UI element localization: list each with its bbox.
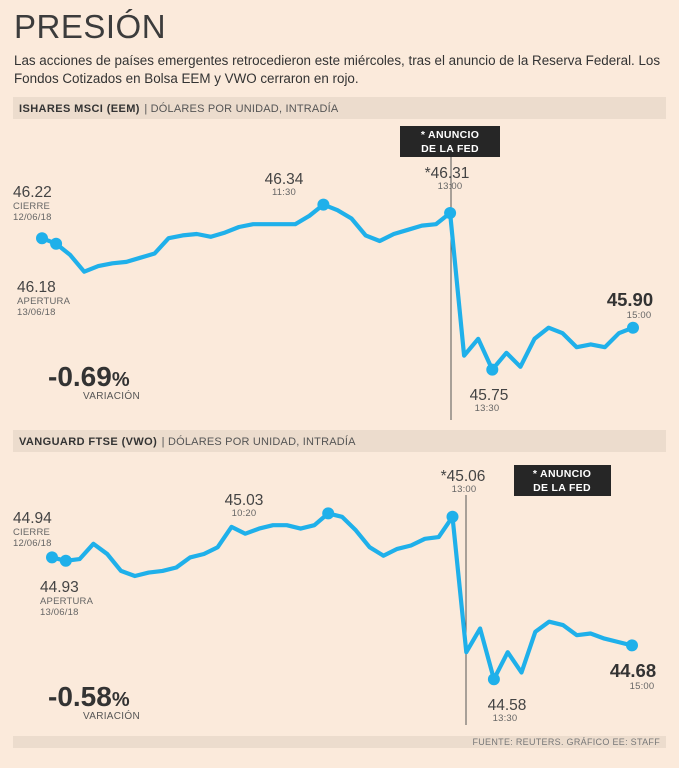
low-time: 13:30	[475, 403, 500, 414]
chart-panel-vwo: VANGUARD FTSE (VWO) | DÓLARES POR UNIDAD…	[13, 430, 666, 725]
data-point-open	[50, 237, 63, 250]
close-prev-label: CIERRE	[13, 527, 50, 538]
data-point-last	[627, 321, 639, 334]
close-prev-value: 44.94	[13, 510, 52, 527]
high-time: 11:30	[272, 187, 296, 198]
fed-label-line1: * ANUNCIO	[533, 468, 591, 480]
panel-header-band	[13, 97, 666, 119]
variation-value: -0.58%	[48, 681, 130, 712]
data-point-high	[322, 507, 335, 520]
open-value: 44.93	[40, 579, 79, 596]
open-label: APERTURA	[17, 296, 71, 307]
open-value: 46.18	[17, 279, 56, 296]
data-point-last	[626, 639, 638, 652]
fed-announcement-box	[400, 126, 500, 157]
fed-value: *46.31	[425, 165, 470, 182]
fed-announcement-box	[514, 465, 611, 496]
low-time: 13:30	[493, 713, 518, 724]
data-point-close-prev	[46, 551, 58, 564]
series-name: ISHARES MSCI (EEM)	[19, 103, 140, 115]
header-separator: |	[144, 103, 150, 115]
page-title: PRESIÓN	[14, 8, 167, 45]
close-prev-label: CIERRE	[13, 201, 50, 212]
data-point-low	[487, 673, 500, 686]
header-separator: |	[162, 436, 168, 448]
fed-label-line1: * ANUNCIO	[421, 129, 479, 141]
low-value: 45.75	[470, 387, 509, 404]
fed-label-line2: DE LA FED	[533, 482, 591, 494]
open-date: 13/06/18	[40, 607, 79, 618]
fed-time: 13:00	[452, 484, 477, 495]
fed-value: *45.06	[441, 468, 486, 485]
variation-label: VARIACIÓN	[83, 389, 140, 402]
last-time: 15:00	[630, 681, 655, 692]
open-date: 13/06/18	[17, 307, 56, 318]
panel-header: ISHARES MSCI (EEM) | DÓLARES POR UNIDAD,…	[19, 99, 339, 116]
series-line	[39, 202, 636, 372]
footer-band	[13, 736, 666, 748]
panel-header: VANGUARD FTSE (VWO) | DÓLARES POR UNIDAD…	[19, 432, 356, 449]
series-line	[49, 511, 635, 682]
data-point-close-prev	[36, 232, 48, 245]
percent-sign: %	[112, 369, 130, 391]
close-prev-value: 46.22	[13, 184, 52, 201]
data-point-low	[486, 363, 499, 376]
last-time: 15:00	[627, 310, 652, 321]
data-point-high	[317, 198, 330, 211]
series-unit: DÓLARES POR UNIDAD, INTRADÍA	[151, 102, 339, 115]
open-label: APERTURA	[40, 596, 94, 607]
fed-time: 13:00	[438, 181, 463, 192]
close-prev-date: 12/06/18	[13, 212, 52, 223]
data-point-open	[59, 554, 72, 567]
panel-header-band	[13, 430, 666, 452]
high-value: 45.03	[225, 492, 264, 509]
page-subtitle: Las acciones de países emergentes retroc…	[14, 53, 661, 86]
close-prev-date: 12/06/18	[13, 538, 52, 549]
last-value: 44.68	[610, 660, 656, 681]
last-value: 45.90	[607, 289, 653, 310]
series-unit: DÓLARES POR UNIDAD, INTRADÍA	[168, 435, 356, 448]
data-point-fed	[444, 207, 457, 219]
series-name: VANGUARD FTSE (VWO)	[19, 436, 157, 448]
high-value: 46.34	[265, 171, 304, 188]
data-point-fed	[446, 510, 459, 523]
chart-panel-eem: ISHARES MSCI (EEM) | DÓLARES POR UNIDAD,…	[13, 97, 666, 420]
source-note: FUENTE: REUTERS. GRÁFICO EE: STAFF	[472, 737, 660, 747]
variation-number: -0.69	[48, 361, 112, 392]
variation-label: VARIACIÓN	[83, 709, 140, 722]
variation-value: -0.69%	[48, 361, 130, 392]
fed-label-line2: DE LA FED	[421, 143, 479, 155]
high-time: 10:20	[232, 508, 257, 519]
variation-number: -0.58	[48, 681, 112, 712]
low-value: 44.58	[488, 697, 527, 714]
percent-sign: %	[112, 689, 130, 711]
